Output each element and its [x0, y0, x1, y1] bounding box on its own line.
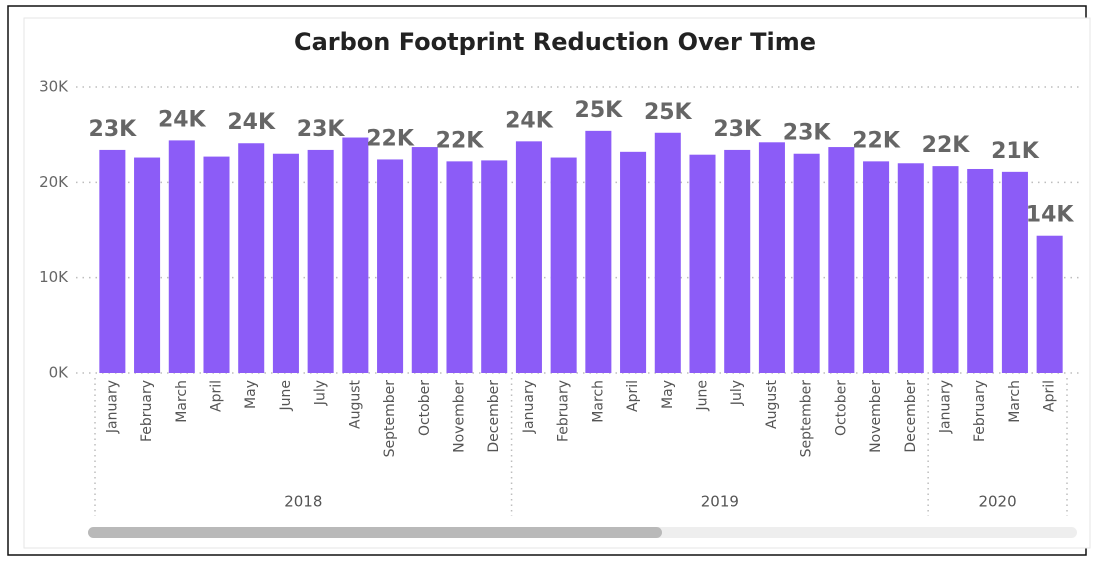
x-group-label: 2020: [978, 493, 1016, 511]
x-tick-label: April: [1042, 380, 1058, 412]
x-tick-label: July: [313, 380, 329, 406]
bar: [758, 142, 785, 373]
data-label: 24K: [505, 108, 554, 133]
x-tick-label: November: [868, 380, 884, 453]
x-tick-label: June: [278, 380, 294, 412]
data-label: 22K: [922, 133, 971, 158]
x-tick-label: August: [764, 379, 780, 429]
bar: [272, 153, 299, 373]
x-tick-label: March: [1007, 380, 1023, 423]
data-label: 25K: [644, 100, 693, 125]
bar: [620, 151, 647, 373]
bar: [238, 143, 265, 373]
bar: [863, 161, 890, 373]
bar: [897, 163, 924, 373]
y-tick-label: 20K: [39, 173, 69, 191]
x-tick-label: March: [174, 380, 190, 423]
bar: [654, 132, 681, 373]
data-label: 21K: [991, 139, 1040, 164]
bar: [307, 149, 334, 373]
bar: [168, 140, 195, 373]
data-label: 22K: [852, 128, 901, 153]
scrollbar-thumb[interactable]: [88, 527, 662, 538]
data-label: 24K: [227, 110, 276, 135]
x-tick-label: December: [903, 380, 919, 453]
x-tick-label: March: [590, 380, 606, 423]
bar: [932, 166, 959, 373]
x-tick-label: October: [833, 380, 849, 436]
x-tick-label: February: [139, 380, 155, 442]
data-label: 22K: [436, 128, 485, 153]
x-tick-label: February: [556, 380, 572, 442]
x-tick-label: May: [660, 380, 676, 409]
y-tick-label: 30K: [39, 78, 69, 96]
data-label: 25K: [575, 98, 624, 123]
x-tick-label: September: [799, 380, 815, 458]
x-tick-label: November: [452, 380, 468, 453]
bar: [203, 156, 230, 373]
x-tick-label: May: [243, 380, 259, 409]
x-tick-label: December: [486, 380, 502, 453]
x-tick-label: January: [938, 380, 954, 434]
x-tick-label: February: [972, 380, 988, 442]
bar: [724, 149, 751, 373]
bar: [1001, 171, 1028, 373]
data-label: 22K: [366, 126, 415, 151]
data-label: 14K: [1026, 203, 1075, 228]
bar: [585, 130, 612, 373]
chart-title: Carbon Footprint Reduction Over Time: [294, 28, 816, 56]
bar: [828, 147, 855, 373]
x-tick-label: January: [104, 380, 120, 434]
x-tick-label: October: [417, 380, 433, 436]
x-tick-label: April: [625, 380, 641, 412]
data-label: 23K: [297, 117, 346, 142]
y-tick-label: 10K: [39, 268, 69, 286]
x-tick-label: April: [209, 380, 225, 412]
bar: [793, 153, 820, 373]
bar: [1036, 235, 1063, 373]
bar: [967, 168, 994, 373]
bar: [99, 149, 126, 373]
data-label: 23K: [89, 117, 138, 142]
bar: [689, 154, 716, 373]
x-tick-label: September: [382, 380, 398, 458]
y-tick-label: 0K: [49, 364, 70, 382]
bar: [377, 159, 404, 373]
data-label: 23K: [783, 121, 832, 146]
bar: [550, 157, 577, 373]
x-group-label: 2019: [701, 493, 739, 511]
x-tick-label: August: [347, 379, 363, 429]
bar: [515, 141, 542, 373]
x-tick-label: January: [521, 380, 537, 434]
bar: [481, 160, 508, 373]
x-tick-label: June: [695, 380, 711, 412]
bar: [446, 161, 473, 373]
bar: [134, 157, 161, 373]
bar: [342, 137, 369, 373]
x-tick-label: July: [729, 380, 745, 406]
x-group-label: 2018: [284, 493, 322, 511]
data-label: 23K: [713, 117, 762, 142]
data-label: 24K: [158, 107, 207, 132]
bar: [411, 147, 438, 373]
